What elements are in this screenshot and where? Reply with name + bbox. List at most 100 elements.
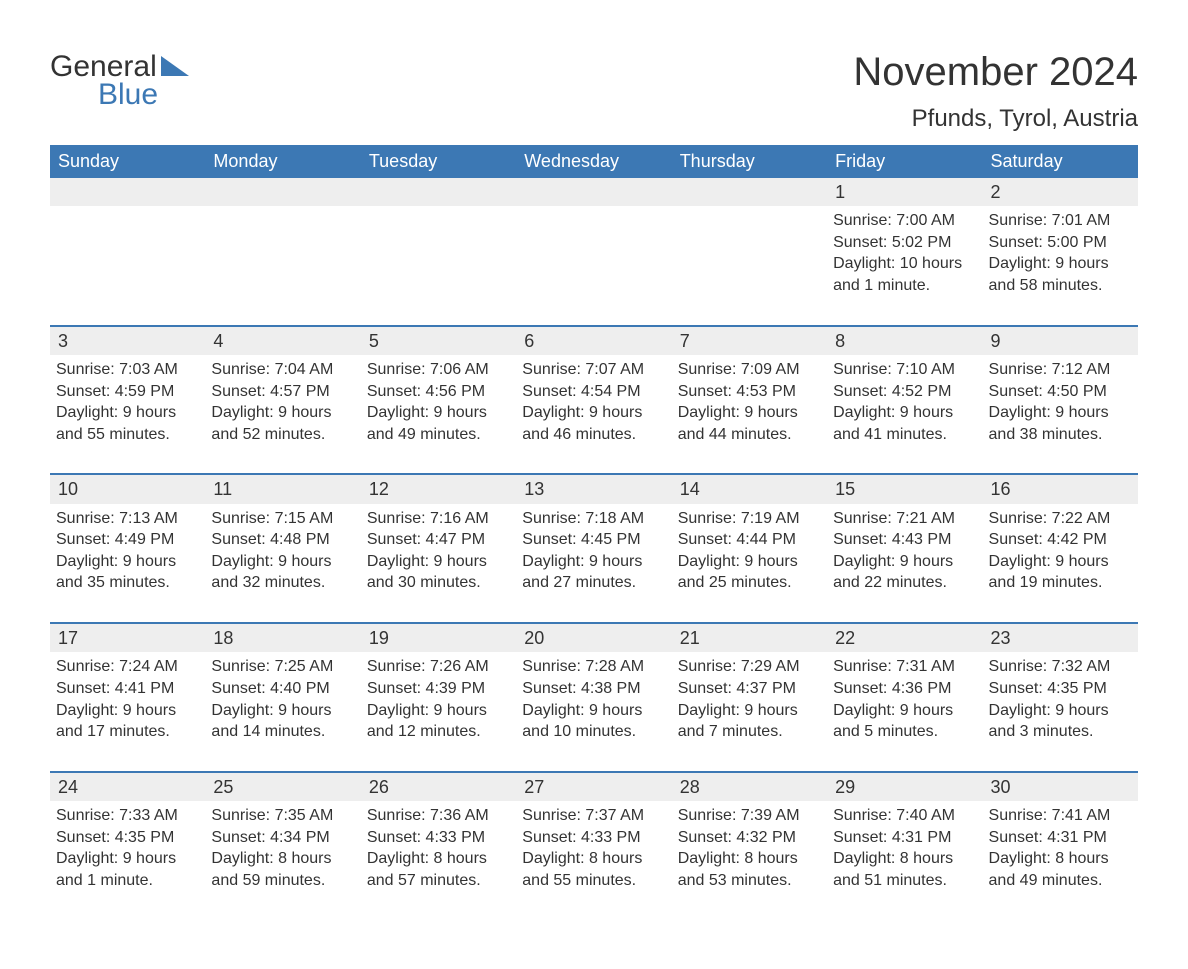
calendar-cell: 20Sunrise: 7:28 AMSunset: 4:38 PMDayligh… — [516, 623, 671, 772]
daylight-text: Daylight: 9 hours and 30 minutes. — [367, 551, 510, 594]
sunset-text: Sunset: 4:32 PM — [678, 827, 821, 849]
day-number: 17 — [50, 624, 205, 652]
sunrise-text: Sunrise: 7:26 AM — [367, 656, 510, 678]
daylight-text: Daylight: 9 hours and 17 minutes. — [56, 700, 199, 743]
sunrise-text: Sunrise: 7:31 AM — [833, 656, 976, 678]
day-header: Sunday — [50, 145, 205, 178]
daylight-text: Daylight: 9 hours and 55 minutes. — [56, 402, 199, 445]
sunset-text: Sunset: 4:31 PM — [989, 827, 1132, 849]
day-number — [205, 178, 360, 206]
calendar-week-row: 3Sunrise: 7:03 AMSunset: 4:59 PMDaylight… — [50, 326, 1138, 475]
sunrise-text: Sunrise: 7:06 AM — [367, 359, 510, 381]
sunset-text: Sunset: 4:35 PM — [989, 678, 1132, 700]
daylight-text: Daylight: 9 hours and 7 minutes. — [678, 700, 821, 743]
sunrise-text: Sunrise: 7:39 AM — [678, 805, 821, 827]
sunset-text: Sunset: 5:02 PM — [833, 232, 976, 254]
day-number: 28 — [672, 773, 827, 801]
sunrise-text: Sunrise: 7:13 AM — [56, 508, 199, 530]
sunrise-text: Sunrise: 7:07 AM — [522, 359, 665, 381]
sunset-text: Sunset: 4:36 PM — [833, 678, 976, 700]
sunrise-text: Sunrise: 7:19 AM — [678, 508, 821, 530]
sunrise-text: Sunrise: 7:24 AM — [56, 656, 199, 678]
sunrise-text: Sunrise: 7:33 AM — [56, 805, 199, 827]
day-number: 2 — [983, 178, 1138, 206]
sunrise-text: Sunrise: 7:32 AM — [989, 656, 1132, 678]
daylight-text: Daylight: 9 hours and 1 minute. — [56, 848, 199, 891]
daylight-text: Daylight: 9 hours and 25 minutes. — [678, 551, 821, 594]
logo-text-blue: Blue — [98, 78, 158, 112]
calendar-cell: 13Sunrise: 7:18 AMSunset: 4:45 PMDayligh… — [516, 474, 671, 623]
calendar-cell: 1Sunrise: 7:00 AMSunset: 5:02 PMDaylight… — [827, 178, 982, 326]
day-header: Friday — [827, 145, 982, 178]
logo: General Blue — [50, 50, 189, 112]
daylight-text: Daylight: 8 hours and 55 minutes. — [522, 848, 665, 891]
day-number — [672, 178, 827, 206]
sunset-text: Sunset: 4:34 PM — [211, 827, 354, 849]
day-header: Monday — [205, 145, 360, 178]
calendar-cell — [516, 178, 671, 326]
day-number: 20 — [516, 624, 671, 652]
header-area: General Blue November 2024 Pfunds, Tyrol… — [50, 50, 1138, 133]
calendar-cell: 14Sunrise: 7:19 AMSunset: 4:44 PMDayligh… — [672, 474, 827, 623]
day-number: 18 — [205, 624, 360, 652]
sunrise-text: Sunrise: 7:22 AM — [989, 508, 1132, 530]
sunset-text: Sunset: 4:52 PM — [833, 381, 976, 403]
daylight-text: Daylight: 9 hours and 22 minutes. — [833, 551, 976, 594]
sunrise-text: Sunrise: 7:25 AM — [211, 656, 354, 678]
sunset-text: Sunset: 4:53 PM — [678, 381, 821, 403]
daylight-text: Daylight: 9 hours and 46 minutes. — [522, 402, 665, 445]
sunset-text: Sunset: 4:56 PM — [367, 381, 510, 403]
day-number: 6 — [516, 327, 671, 355]
day-number: 26 — [361, 773, 516, 801]
daylight-text: Daylight: 9 hours and 19 minutes. — [989, 551, 1132, 594]
sunset-text: Sunset: 4:47 PM — [367, 529, 510, 551]
sunset-text: Sunset: 4:37 PM — [678, 678, 821, 700]
sunset-text: Sunset: 4:44 PM — [678, 529, 821, 551]
day-number: 7 — [672, 327, 827, 355]
day-number: 25 — [205, 773, 360, 801]
sunrise-text: Sunrise: 7:03 AM — [56, 359, 199, 381]
sunrise-text: Sunrise: 7:21 AM — [833, 508, 976, 530]
sunset-text: Sunset: 4:39 PM — [367, 678, 510, 700]
daylight-text: Daylight: 9 hours and 14 minutes. — [211, 700, 354, 743]
calendar-cell — [205, 178, 360, 326]
daylight-text: Daylight: 9 hours and 58 minutes. — [989, 253, 1132, 296]
day-number: 21 — [672, 624, 827, 652]
calendar-cell — [50, 178, 205, 326]
daylight-text: Daylight: 9 hours and 5 minutes. — [833, 700, 976, 743]
calendar-cell: 5Sunrise: 7:06 AMSunset: 4:56 PMDaylight… — [361, 326, 516, 475]
calendar-week-row: 17Sunrise: 7:24 AMSunset: 4:41 PMDayligh… — [50, 623, 1138, 772]
day-number: 22 — [827, 624, 982, 652]
day-number — [516, 178, 671, 206]
calendar-cell: 25Sunrise: 7:35 AMSunset: 4:34 PMDayligh… — [205, 772, 360, 920]
calendar-cell: 3Sunrise: 7:03 AMSunset: 4:59 PMDaylight… — [50, 326, 205, 475]
daylight-text: Daylight: 9 hours and 10 minutes. — [522, 700, 665, 743]
sunset-text: Sunset: 4:48 PM — [211, 529, 354, 551]
day-number: 12 — [361, 475, 516, 503]
daylight-text: Daylight: 8 hours and 59 minutes. — [211, 848, 354, 891]
day-number: 4 — [205, 327, 360, 355]
sunset-text: Sunset: 4:57 PM — [211, 381, 354, 403]
daylight-text: Daylight: 9 hours and 3 minutes. — [989, 700, 1132, 743]
sunset-text: Sunset: 4:54 PM — [522, 381, 665, 403]
day-number — [361, 178, 516, 206]
sunrise-text: Sunrise: 7:09 AM — [678, 359, 821, 381]
calendar-cell: 27Sunrise: 7:37 AMSunset: 4:33 PMDayligh… — [516, 772, 671, 920]
daylight-text: Daylight: 9 hours and 32 minutes. — [211, 551, 354, 594]
calendar-cell: 2Sunrise: 7:01 AMSunset: 5:00 PMDaylight… — [983, 178, 1138, 326]
calendar-cell: 10Sunrise: 7:13 AMSunset: 4:49 PMDayligh… — [50, 474, 205, 623]
daylight-text: Daylight: 9 hours and 41 minutes. — [833, 402, 976, 445]
day-number: 30 — [983, 773, 1138, 801]
calendar-cell — [672, 178, 827, 326]
day-number: 13 — [516, 475, 671, 503]
sunrise-text: Sunrise: 7:18 AM — [522, 508, 665, 530]
calendar-cell — [361, 178, 516, 326]
title-area: November 2024 Pfunds, Tyrol, Austria — [853, 50, 1138, 133]
calendar-cell: 9Sunrise: 7:12 AMSunset: 4:50 PMDaylight… — [983, 326, 1138, 475]
day-header: Saturday — [983, 145, 1138, 178]
sunrise-text: Sunrise: 7:28 AM — [522, 656, 665, 678]
day-number: 11 — [205, 475, 360, 503]
day-number: 29 — [827, 773, 982, 801]
day-number: 27 — [516, 773, 671, 801]
sunset-text: Sunset: 4:40 PM — [211, 678, 354, 700]
